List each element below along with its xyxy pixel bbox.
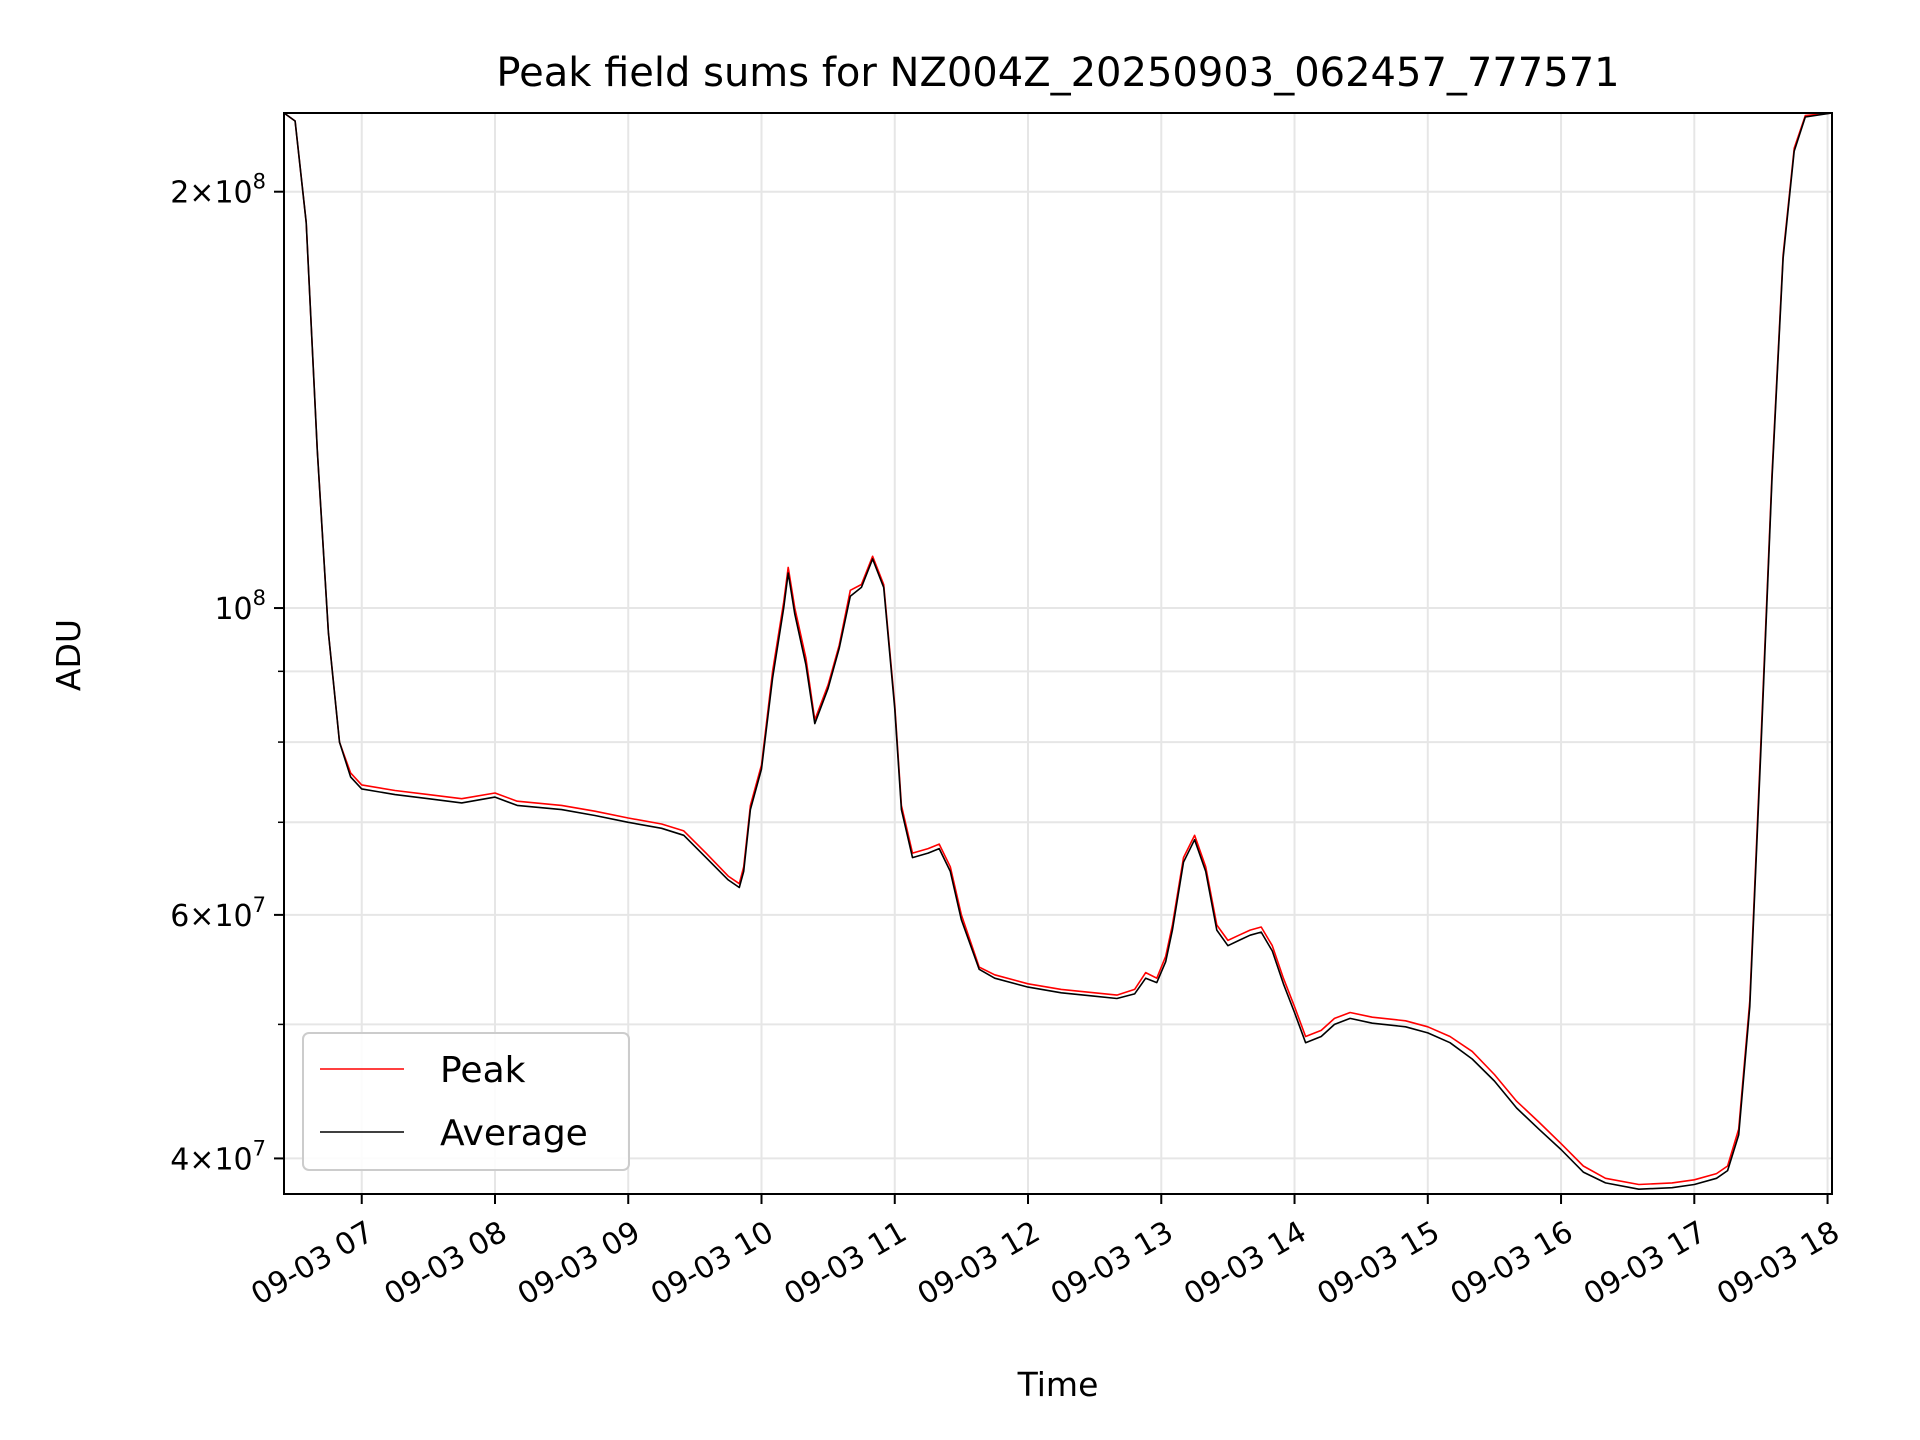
y-tick-label: 2×108 bbox=[170, 170, 266, 211]
plot-frame bbox=[283, 112, 1833, 1195]
x-axis-title: Time bbox=[1017, 1365, 1099, 1404]
grid-layer bbox=[284, 113, 1832, 1194]
series-line-peak bbox=[283, 112, 1833, 1186]
series-line-average bbox=[283, 112, 1833, 1190]
legend: Peak Average bbox=[302, 1032, 630, 1171]
chart-title: Peak field sums for NZ004Z_20250903_0624… bbox=[496, 50, 1619, 96]
y-tick-label: 6×107 bbox=[170, 893, 266, 934]
y-tick-label: 4×107 bbox=[170, 1136, 266, 1177]
legend-label-peak: Peak bbox=[440, 1050, 526, 1091]
legend-label-average: Average bbox=[440, 1113, 588, 1154]
y-axis-title: ADU bbox=[49, 619, 88, 691]
series-layer bbox=[283, 112, 1833, 1190]
y-tick-label: 108 bbox=[214, 586, 266, 627]
legend-box bbox=[302, 1032, 630, 1171]
